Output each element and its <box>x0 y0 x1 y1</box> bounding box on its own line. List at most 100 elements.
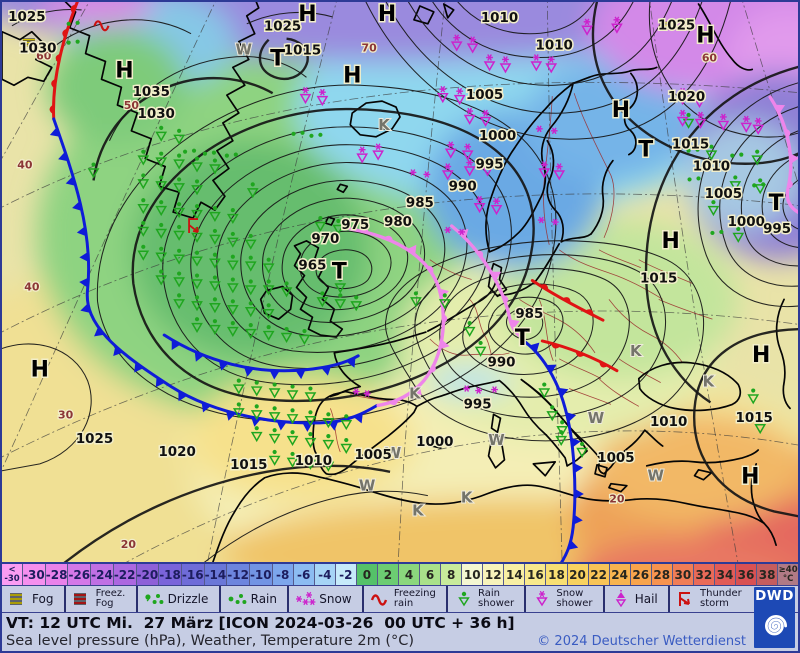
pressure-label: 980 <box>384 215 412 230</box>
low-pressure-marker: T <box>332 260 347 285</box>
airmass-label: K <box>378 116 390 134</box>
pressure-label: 985 <box>515 307 543 322</box>
legend-item-thunderstorm: Thunder storm <box>670 586 752 612</box>
hail-icon <box>615 590 627 608</box>
latlon-label: 30 <box>58 408 74 421</box>
pressure-label: 1000 <box>728 215 765 230</box>
legend-label: Rain <box>250 592 277 606</box>
rain-icon <box>228 594 247 604</box>
temp-scale-cell: 0 <box>356 564 378 585</box>
pressure-label: 990 <box>449 179 477 194</box>
legend-item-rain: Rain <box>221 586 290 612</box>
legend-item-rain-shower: Rain shower <box>448 586 527 612</box>
pressure-label: 1030 <box>19 42 56 57</box>
temp-scale-cell: 4 <box>399 564 421 585</box>
temp-scale-cell: -18 <box>159 564 182 585</box>
low-pressure-marker: T <box>515 326 530 351</box>
dwd-logo: DWD <box>754 587 795 648</box>
pressure-label: 1010 <box>693 160 730 175</box>
airmass-label: W <box>488 431 504 449</box>
high-pressure-marker: H <box>115 58 133 83</box>
pressure-label: 1010 <box>536 39 573 54</box>
high-pressure-marker: H <box>31 358 49 383</box>
airmass-label: K <box>630 342 642 360</box>
temp-scale-cell: -4 <box>314 564 336 585</box>
latlon-label: 20 <box>121 538 137 551</box>
temp-scale-cell: 12 <box>483 564 505 585</box>
temp-scale-cell: 6 <box>420 564 442 585</box>
latlon-label: 70 <box>362 42 378 55</box>
temp-scale-cell: -16 <box>181 564 205 585</box>
latlon-label: 60 <box>36 50 52 63</box>
title-block: VT: 12 UTC Mi. 27 März [ICON 2024-03-26 … <box>2 613 798 650</box>
legend-label: Thunder storm <box>700 587 742 609</box>
airmass-label: W <box>385 444 401 462</box>
pressure-label: 1015 <box>284 44 321 59</box>
pressure-label: 1020 <box>668 90 705 105</box>
isobar-layer <box>2 2 798 562</box>
high-pressure-marker: H <box>661 229 679 254</box>
temp-scale-cell: 28 <box>651 564 673 585</box>
dwd-spiral-icon <box>764 614 787 635</box>
pressure-label: 1015 <box>736 411 773 426</box>
airmass-label: K <box>409 384 421 402</box>
pressure-label: 1015 <box>672 138 709 153</box>
airmass-label: K <box>703 373 715 391</box>
rain-shower-icon <box>458 591 470 607</box>
pressure-label: 1000 <box>479 129 516 144</box>
temp-scale-cell: -2 <box>335 564 357 585</box>
fog-icon <box>10 593 22 605</box>
airmass-label: W <box>647 467 663 485</box>
temp-scale-cell: -24 <box>91 564 114 585</box>
temp-scale-cell: 10 <box>462 564 484 585</box>
temp-scale-cell: -14 <box>204 564 228 585</box>
airmass-label: K <box>461 489 473 507</box>
temp-scale-cell: ≥40 °C <box>778 564 798 585</box>
legend-item-snow-shower: Snow shower <box>526 586 605 612</box>
airmass-label: W <box>359 477 375 495</box>
pressure-label: 1005 <box>354 448 391 463</box>
temp-scale-cell: 8 <box>441 564 463 585</box>
copyright-text: © 2024 Deutscher Wetterdienst <box>537 633 746 649</box>
pressure-label: 1025 <box>658 19 695 34</box>
temp-scale-cell: 30 <box>672 564 694 585</box>
temp-scale-cell: 2 <box>377 564 399 585</box>
legend-item-drizzle: Drizzle <box>138 586 221 612</box>
pressure-label: 985 <box>406 196 434 211</box>
low-pressure-marker: T <box>769 191 784 216</box>
pressure-label: 995 <box>464 397 492 412</box>
temp-scale-cell: -8 <box>272 564 294 585</box>
pressure-label: 1015 <box>640 272 677 287</box>
snow-icon <box>296 591 316 606</box>
airmass-label: K <box>412 501 424 519</box>
temp-scale-cell: -10 <box>249 564 273 585</box>
latlon-label: 60 <box>702 51 718 64</box>
pressure-label: 1005 <box>705 187 742 202</box>
temp-scale-cell: 22 <box>588 564 610 585</box>
temp-scale-cell: -28 <box>45 564 69 585</box>
pressure-label: 975 <box>341 218 369 233</box>
temp-scale-cell: -20 <box>136 564 160 585</box>
pressure-label: 995 <box>476 158 504 173</box>
temp-scale-cell: -6 <box>293 564 315 585</box>
high-pressure-marker: H <box>378 2 396 27</box>
pressure-label: 990 <box>487 356 515 371</box>
legend-label: Fog <box>32 592 54 606</box>
pressure-label: 970 <box>311 232 339 247</box>
weather-map: 60 50 40 40 30 20 70 60 20 K W K W W W K K K W W K 1025 1030 10… <box>2 2 798 562</box>
temp-scale-cell: 18 <box>546 564 568 585</box>
pressure-label: 1025 <box>76 432 113 447</box>
pressure-label: 1025 <box>264 20 301 35</box>
graticule-layer <box>2 2 798 562</box>
temp-scale-cell: 32 <box>693 564 715 585</box>
chart-title: VT: 12 UTC Mi. 27 März [ICON 2024-03-26 … <box>6 614 515 632</box>
legend-item-freezing-fog: Freez. Fog <box>66 586 138 612</box>
legend-item-fog: Fog <box>2 586 66 612</box>
pressure-label: 1010 <box>295 454 332 469</box>
temp-scale-cell: -22 <box>113 564 137 585</box>
dwd-logo-text: DWD <box>755 588 794 604</box>
pressure-label: 965 <box>298 259 326 274</box>
latlon-label: 40 <box>17 159 33 172</box>
high-pressure-marker: H <box>343 63 361 88</box>
